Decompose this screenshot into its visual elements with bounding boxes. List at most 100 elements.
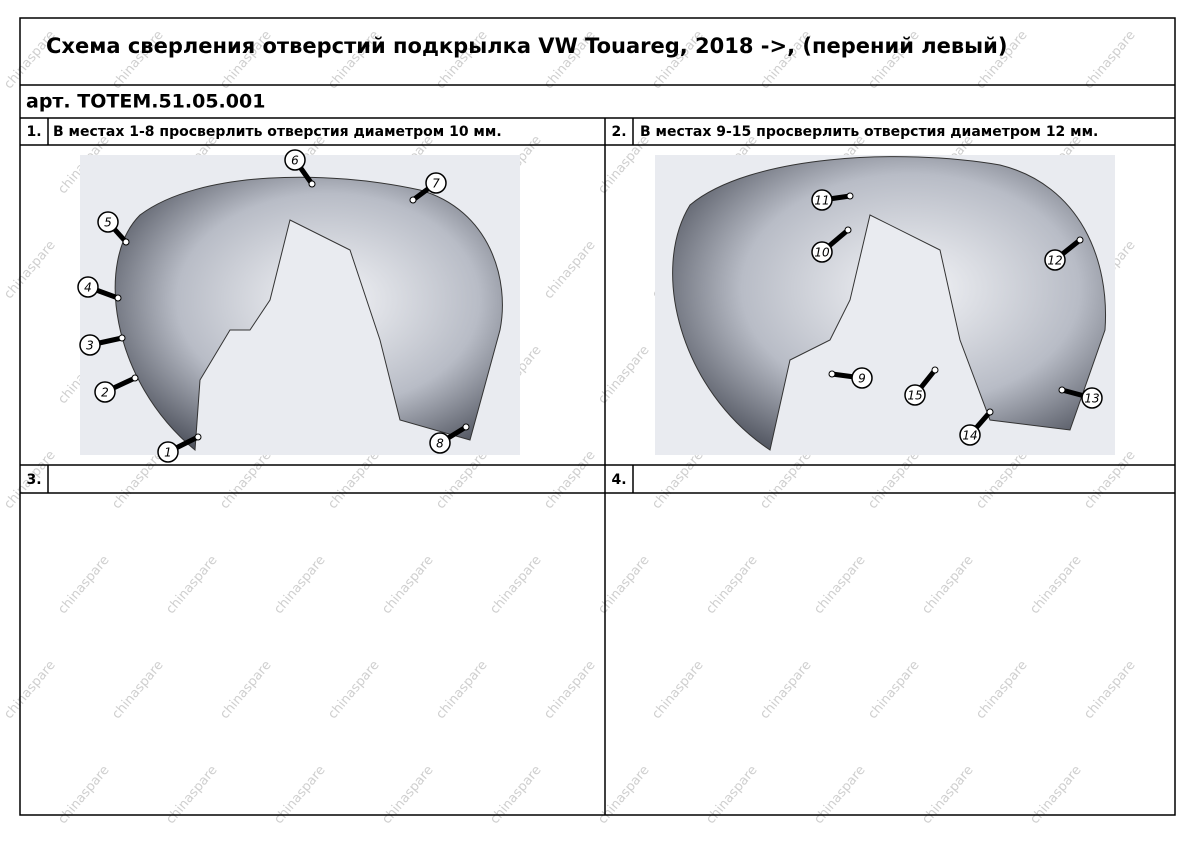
watermark: chinaspare: [487, 763, 544, 827]
watermark: chinaspare: [757, 448, 814, 512]
callout-label: 4: [84, 281, 92, 295]
watermark: chinaspare: [703, 763, 760, 827]
hole-marker: [131, 374, 139, 382]
callout-circle: [1044, 249, 1066, 271]
callout-label: 15: [907, 389, 922, 403]
hole-marker: [409, 196, 417, 204]
step-number: 2.: [611, 124, 626, 140]
watermark: chinaspare: [433, 658, 490, 722]
callout-label: 1: [164, 446, 172, 460]
hole-marker: [828, 370, 836, 378]
watermark: chinaspare: [55, 763, 112, 827]
callout-label: 14: [962, 429, 977, 443]
hole-marker: [462, 423, 470, 431]
watermark: chinaspare: [325, 448, 382, 512]
callout-circle: [811, 241, 833, 263]
watermark: chinaspare: [1027, 763, 1084, 827]
watermark: chinaspare: [973, 658, 1030, 722]
watermark: chinaspare: [1, 238, 58, 302]
callout-circle: [157, 441, 179, 463]
callout-circle: [429, 432, 451, 454]
watermark: chinaspare: [1, 658, 58, 722]
watermark: chinaspare: [865, 658, 922, 722]
callout-label: 5: [104, 216, 112, 230]
callout-label: 9: [858, 372, 866, 386]
watermark: chinaspare: [541, 448, 598, 512]
watermark: chinaspare: [703, 553, 760, 617]
callout-circle: [959, 424, 981, 446]
callout-circle: [851, 367, 873, 389]
hole-marker: [194, 433, 202, 441]
step-number: 1.: [26, 124, 41, 140]
callout-label: 12: [1047, 254, 1062, 268]
watermark: chinaspare: [433, 448, 490, 512]
step-text: В местах 1-8 просверлить отверстия диаме…: [53, 124, 502, 140]
watermark: chinaspare: [595, 763, 652, 827]
watermark: chinaspare: [973, 448, 1030, 512]
watermark: chinaspare: [595, 133, 652, 197]
callout-circle: [811, 189, 833, 211]
watermark: chinaspare: [541, 658, 598, 722]
watermark: chinaspare: [1081, 658, 1138, 722]
callout-circle: [425, 172, 447, 194]
article: арт. TOTEM.51.05.001: [26, 91, 265, 113]
table-grid: [19, 17, 1176, 816]
watermark: chinaspare: [271, 763, 328, 827]
hole-marker: [931, 366, 939, 374]
watermark: chinaspare: [325, 658, 382, 722]
watermark: chinaspare: [109, 658, 166, 722]
callout-circle: [97, 211, 119, 233]
watermark: chinaspare: [1081, 448, 1138, 512]
callout-circle: [77, 276, 99, 298]
callout-circle: [1081, 387, 1103, 409]
callout-circle: [904, 384, 926, 406]
hole-marker: [122, 238, 130, 246]
hole-marker: [846, 192, 854, 200]
step-text: В местах 9-15 просверлить отверстия диам…: [640, 124, 1098, 140]
watermark: chinaspare: [865, 448, 922, 512]
hole-marker: [844, 226, 852, 234]
callout-label: 3: [86, 339, 94, 353]
watermark: chinaspare: [541, 238, 598, 302]
hole-marker: [308, 180, 316, 188]
callout-label: 11: [814, 194, 829, 208]
watermark: chinaspare: [379, 553, 436, 617]
watermark: chinaspare: [1081, 28, 1138, 92]
watermark: chinaspare: [919, 763, 976, 827]
hole-marker: [1058, 386, 1066, 394]
hole-marker: [1076, 236, 1084, 244]
callout-label: 7: [432, 177, 440, 191]
watermark: chinaspare: [163, 553, 220, 617]
hole-marker: [986, 408, 994, 416]
step-number: 4.: [611, 472, 626, 488]
title: Схема сверления отверстий подкрылка VW T…: [46, 34, 1008, 58]
callout-label: 8: [436, 437, 444, 451]
watermark: chinaspare: [487, 553, 544, 617]
watermark: chinaspare: [811, 553, 868, 617]
callout-label: 2: [101, 386, 109, 400]
callout-label: 10: [814, 246, 830, 260]
watermark: chinaspare: [271, 553, 328, 617]
watermark: chinaspare: [163, 763, 220, 827]
callout-circle: [284, 149, 306, 171]
watermark: chinaspare: [811, 763, 868, 827]
watermark: chinaspare: [109, 448, 166, 512]
callout-label: 6: [291, 154, 299, 168]
callout-circle: [94, 381, 116, 403]
watermark: chinaspare: [1027, 553, 1084, 617]
hole-marker: [118, 334, 126, 342]
watermark: chinaspare: [217, 448, 274, 512]
callout-circle: [79, 334, 101, 356]
watermark: chinaspare: [379, 763, 436, 827]
wheel-liner-image: [672, 156, 1107, 451]
hole-marker: [114, 294, 122, 302]
watermark: chinaspare: [649, 658, 706, 722]
watermark: chinaspare: [595, 343, 652, 407]
watermark: chinaspare: [649, 448, 706, 512]
wheel-liner-image: [114, 176, 503, 452]
step-number: 3.: [26, 472, 41, 488]
watermark: chinaspare: [595, 553, 652, 617]
watermark: chinaspare: [757, 658, 814, 722]
